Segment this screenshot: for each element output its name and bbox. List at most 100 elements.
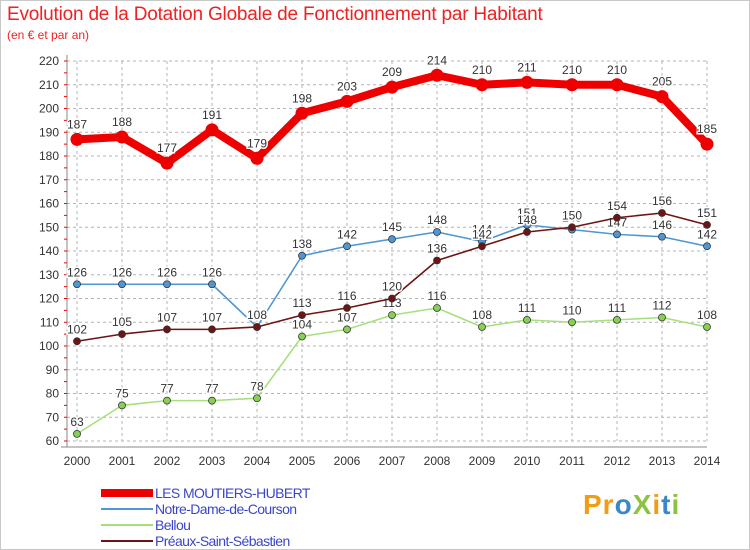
data-point xyxy=(73,429,81,438)
data-point xyxy=(430,68,444,82)
data-label: 105 xyxy=(112,315,132,329)
x-tick-label: 2006 xyxy=(334,454,361,468)
data-label: 108 xyxy=(697,308,717,322)
y-tick-label: 160 xyxy=(39,197,59,211)
data-label: 209 xyxy=(382,65,402,79)
data-point xyxy=(73,337,81,346)
data-point xyxy=(433,304,441,312)
data-label: 177 xyxy=(157,141,177,155)
legend-item: Bellou xyxy=(101,517,501,533)
data-label: 188 xyxy=(112,115,132,129)
data-point xyxy=(388,294,396,303)
data-point xyxy=(433,228,441,236)
legend-label: Préaux-Saint-Sébastien xyxy=(155,533,290,549)
data-point xyxy=(658,313,666,322)
data-point xyxy=(118,280,126,289)
x-tick-label: 2009 xyxy=(469,454,496,468)
data-label: 102 xyxy=(67,322,87,336)
data-label: 111 xyxy=(518,301,537,315)
data-label: 112 xyxy=(652,299,671,313)
data-point xyxy=(610,78,624,92)
y-tick-label: 140 xyxy=(39,244,59,258)
x-tick-label: 2012 xyxy=(604,454,631,468)
data-point xyxy=(163,325,171,334)
data-label: 138 xyxy=(292,237,312,251)
data-point xyxy=(295,106,309,120)
data-label: 110 xyxy=(562,303,581,317)
data-label: 136 xyxy=(427,242,447,256)
data-label: 107 xyxy=(157,310,177,324)
data-point xyxy=(613,213,621,222)
data-point xyxy=(118,401,126,410)
data-label: 142 xyxy=(697,227,717,241)
data-label: 116 xyxy=(427,289,446,303)
data-point xyxy=(703,220,711,229)
data-point xyxy=(298,311,306,320)
y-tick-label: 130 xyxy=(39,268,59,282)
x-tick-label: 2005 xyxy=(289,454,316,468)
x-tick-label: 2013 xyxy=(649,454,676,468)
data-label: 146 xyxy=(652,218,672,232)
data-point xyxy=(70,132,84,146)
data-point xyxy=(568,318,576,327)
legend-item: Préaux-Saint-Sébastien xyxy=(101,533,501,549)
data-point xyxy=(700,137,714,151)
y-tick-label: 150 xyxy=(39,220,59,234)
data-label: 108 xyxy=(247,308,267,322)
data-label: 108 xyxy=(247,308,267,322)
data-label: 151 xyxy=(517,206,537,220)
data-label: 142 xyxy=(472,227,492,241)
x-tick-label: 2011 xyxy=(559,454,585,468)
data-point xyxy=(343,242,351,251)
data-point xyxy=(703,242,711,251)
data-label: 214 xyxy=(427,53,447,67)
data-point xyxy=(658,209,666,217)
x-tick-label: 2003 xyxy=(199,454,226,468)
data-label: 104 xyxy=(292,318,312,332)
data-point xyxy=(703,323,711,331)
y-tick-label: 90 xyxy=(46,363,60,377)
data-label: 211 xyxy=(517,60,536,74)
data-label: 179 xyxy=(247,136,267,150)
data-label: 148 xyxy=(427,213,447,227)
legend-label: Notre-Dame-de-Courson xyxy=(155,501,297,517)
y-tick-label: 80 xyxy=(46,387,60,401)
data-label: 187 xyxy=(67,117,87,131)
data-point xyxy=(655,90,669,104)
data-point xyxy=(565,78,579,92)
x-tick-label: 2002 xyxy=(154,454,181,468)
y-tick-label: 60 xyxy=(46,434,60,448)
proxiti-logo: ProXiti xyxy=(583,489,681,520)
data-point xyxy=(523,228,531,236)
data-label: 116 xyxy=(337,289,356,303)
data-point xyxy=(523,315,531,324)
data-point xyxy=(163,280,171,289)
legend-label: LES MOUTIERS-HUBERT xyxy=(155,485,310,501)
legend-swatch xyxy=(101,540,153,542)
x-tick-label: 2004 xyxy=(244,454,271,468)
data-point xyxy=(208,280,216,289)
data-point xyxy=(208,396,216,405)
y-tick-label: 170 xyxy=(39,173,59,187)
data-label: 144 xyxy=(472,223,492,237)
x-tick-label: 2008 xyxy=(424,454,451,468)
data-point xyxy=(298,251,306,260)
data-label: 145 xyxy=(382,220,402,234)
data-label: 75 xyxy=(115,386,129,400)
legend-swatch xyxy=(101,489,153,497)
data-label: 150 xyxy=(562,208,582,222)
y-tick-label: 100 xyxy=(39,339,59,353)
legend-item: Notre-Dame-de-Courson xyxy=(101,501,501,517)
data-label: 77 xyxy=(160,382,174,396)
data-label: 113 xyxy=(292,296,311,310)
y-tick-label: 180 xyxy=(39,149,59,163)
data-point xyxy=(613,230,621,239)
chart-subtitle: (en € et par an) xyxy=(7,28,90,42)
data-point xyxy=(250,151,264,165)
data-label: 120 xyxy=(382,280,402,294)
data-label: 77 xyxy=(205,382,219,396)
x-tick-label: 2014 xyxy=(694,454,721,468)
x-tick-label: 2000 xyxy=(64,454,91,468)
data-label: 126 xyxy=(157,265,177,279)
